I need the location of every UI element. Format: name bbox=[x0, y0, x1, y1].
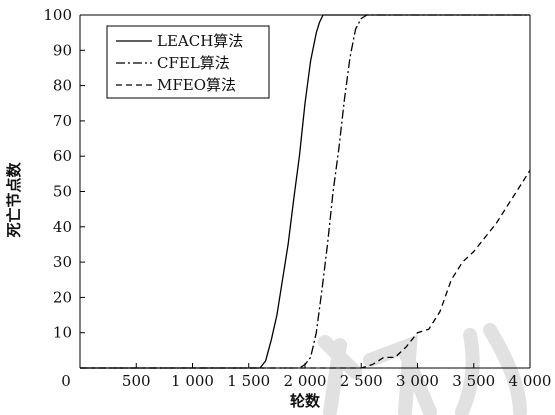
y-tick-label: 100 bbox=[43, 6, 72, 24]
y-tick-label: 10 bbox=[53, 324, 72, 342]
x-ticks: 500 1 000 1 500 2 000 2 500 3 000 3 500 4 000 bbox=[122, 363, 552, 390]
watermark bbox=[318, 323, 527, 415]
x-tick-label: 1 000 bbox=[171, 372, 214, 390]
legend-label-2: CFEL算法 bbox=[157, 54, 230, 72]
y-axis-title: 死亡节点数 bbox=[5, 162, 23, 238]
x-tick-label: 500 bbox=[122, 372, 151, 390]
y-tick-label: 50 bbox=[53, 183, 72, 201]
y-tick-label: 90 bbox=[53, 41, 72, 59]
x-tick-label: 3 000 bbox=[396, 372, 439, 390]
series-line-2 bbox=[80, 14, 530, 369]
series-layer bbox=[80, 14, 531, 369]
x-axis-title: 轮数 bbox=[290, 392, 321, 410]
y-tick-label: 80 bbox=[53, 77, 72, 95]
x-tick-label: 4 000 bbox=[509, 372, 552, 390]
origin-label: 0 bbox=[61, 372, 71, 390]
x-tick-label: 3 500 bbox=[452, 372, 495, 390]
series-line-3 bbox=[80, 169, 531, 369]
y-tick-label: 60 bbox=[53, 147, 72, 165]
legend-label-1: LEACH算法 bbox=[157, 32, 243, 50]
x-tick-label: 2 000 bbox=[284, 372, 327, 390]
legend-box bbox=[106, 25, 270, 99]
y-tick-label: 30 bbox=[53, 253, 72, 271]
series-line-1 bbox=[80, 14, 530, 369]
y-tick-label: 40 bbox=[53, 218, 72, 236]
x-tick-label: 1 500 bbox=[227, 372, 270, 390]
y-tick-label: 70 bbox=[53, 112, 72, 130]
legend-label-3: MFEO算法 bbox=[157, 76, 236, 94]
y-ticks: 10 20 30 40 50 60 70 80 90 100 bbox=[43, 6, 85, 342]
legend: LEACH算法 CFEL算法 MFEO算法 bbox=[106, 25, 270, 99]
x-tick-label: 2 500 bbox=[340, 372, 383, 390]
y-tick-label: 20 bbox=[53, 288, 72, 306]
plot-area: 10 20 30 40 50 60 70 80 90 100 500 1 000 1 500 2 000… bbox=[43, 6, 551, 390]
